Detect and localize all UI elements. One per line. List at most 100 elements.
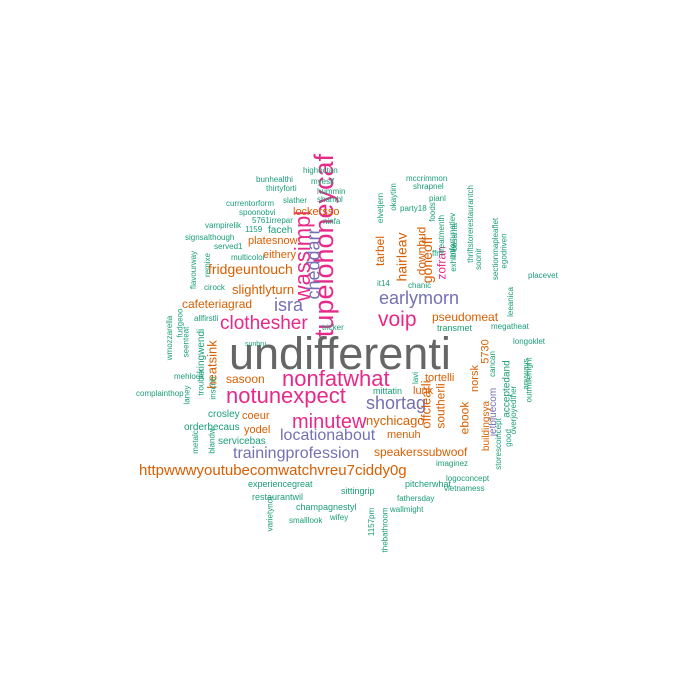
word: crosley	[208, 409, 240, 420]
word: offclearli	[418, 380, 434, 429]
word: longoklet	[513, 337, 546, 346]
word: mittatin	[373, 386, 403, 396]
word: voip	[378, 308, 417, 331]
word: storescoincept	[493, 418, 503, 470]
word: elvetjern	[376, 192, 386, 224]
word: tortelli	[425, 372, 455, 384]
word: slightlyturn	[232, 282, 295, 297]
word: lunk	[413, 385, 434, 397]
word: platesnow	[248, 235, 298, 247]
word: cafeteriagrad	[182, 297, 253, 311]
word: locationabout	[280, 427, 376, 444]
word: shrapnel	[413, 182, 444, 191]
word: seenteat	[181, 326, 191, 358]
word: treatmenth	[437, 214, 447, 254]
word: isra	[274, 295, 304, 315]
word: flavourway	[189, 250, 199, 290]
word: logoconcept	[446, 474, 490, 483]
word: pseudomeat	[432, 310, 499, 324]
word: tarbel	[373, 235, 388, 267]
word: leeanica	[505, 287, 515, 317]
word: inscrib	[208, 376, 218, 400]
word: fridgeuntouch	[208, 261, 293, 277]
word: varietynot	[265, 496, 275, 532]
word: sunbru	[245, 341, 267, 348]
word: nonfatwhat	[282, 366, 390, 391]
word: champagnestyl	[296, 502, 357, 512]
word: complainthop	[136, 389, 184, 398]
word: yodel	[244, 424, 271, 436]
word: wallmight	[390, 505, 424, 514]
word: allfirstli	[194, 314, 219, 323]
word: it14	[377, 279, 390, 288]
word: highoctan	[303, 166, 338, 175]
word: mehlook	[174, 372, 205, 381]
word: notunexpect	[226, 383, 346, 408]
word: overjoyedther	[509, 385, 519, 435]
word: ebook	[457, 401, 472, 435]
word: lavi	[411, 371, 421, 385]
word: signsalthough	[185, 233, 235, 242]
word: pitcherwhat	[405, 479, 452, 489]
word: clothesher	[220, 313, 308, 334]
word: myeslf	[311, 177, 335, 186]
word: megatheat	[491, 322, 529, 331]
word: faceh	[268, 225, 293, 236]
word: shambl	[317, 195, 343, 204]
word: imaginez	[436, 459, 469, 468]
word: anyways	[521, 358, 531, 390]
word: cirock	[204, 283, 225, 292]
word: 5761irrepar	[252, 216, 293, 225]
word: ffm	[432, 249, 443, 258]
word: goneoff	[419, 236, 436, 284]
word: cheddarr	[303, 228, 324, 300]
word: sasoon	[226, 372, 265, 386]
word: sittingrip	[341, 486, 375, 496]
word: bunhealthi	[256, 175, 293, 184]
word: wmozzarella	[165, 315, 175, 361]
word: served1	[214, 242, 243, 251]
word: servicebas	[218, 436, 266, 447]
word: multicolor	[231, 253, 266, 262]
word: metalc	[190, 430, 200, 454]
word: vietnamess	[444, 484, 485, 493]
word: troubler	[196, 368, 206, 396]
word: party18	[400, 204, 427, 213]
word: ninfa	[323, 217, 341, 226]
word: fathersday	[397, 494, 435, 503]
word: pianl	[429, 194, 446, 203]
word: wifey	[330, 513, 349, 522]
word: kingwendi	[196, 328, 208, 374]
word: speakerssubwoof	[374, 445, 468, 459]
word: menuh	[387, 429, 421, 441]
word: httpwwwyoutubecomwatchvreu7ciddy0g	[139, 462, 407, 479]
word: okaytim	[388, 183, 398, 211]
word: smalllook	[289, 516, 323, 525]
word: laney	[182, 385, 192, 405]
word: nychicago	[366, 413, 425, 428]
word: mccrimmon	[406, 174, 448, 183]
word: restaurantwil	[252, 492, 304, 502]
word: southerli	[433, 383, 448, 429]
word: slather	[283, 196, 308, 205]
word: 1159	[245, 225, 263, 234]
word: shortag	[366, 393, 427, 413]
word: foods	[427, 202, 437, 222]
word: remixe	[203, 252, 213, 278]
word: exhibite	[448, 244, 458, 272]
word: thriftstorerestaurantch	[465, 185, 475, 263]
word: transmet	[437, 323, 473, 333]
word: thirtyforti	[266, 184, 297, 193]
word: experiencegreat	[248, 479, 313, 489]
word: currentorform	[226, 199, 275, 208]
word: thebathroom	[380, 507, 390, 553]
word: norsk	[468, 365, 481, 392]
word: spoonobvi	[239, 208, 276, 217]
word: orderbecaus	[184, 422, 240, 433]
word: chanic	[408, 281, 432, 290]
word: soonir	[473, 248, 483, 270]
word: blandw	[207, 428, 217, 454]
word: 1157pm	[367, 507, 377, 537]
word: cancan	[487, 351, 497, 377]
